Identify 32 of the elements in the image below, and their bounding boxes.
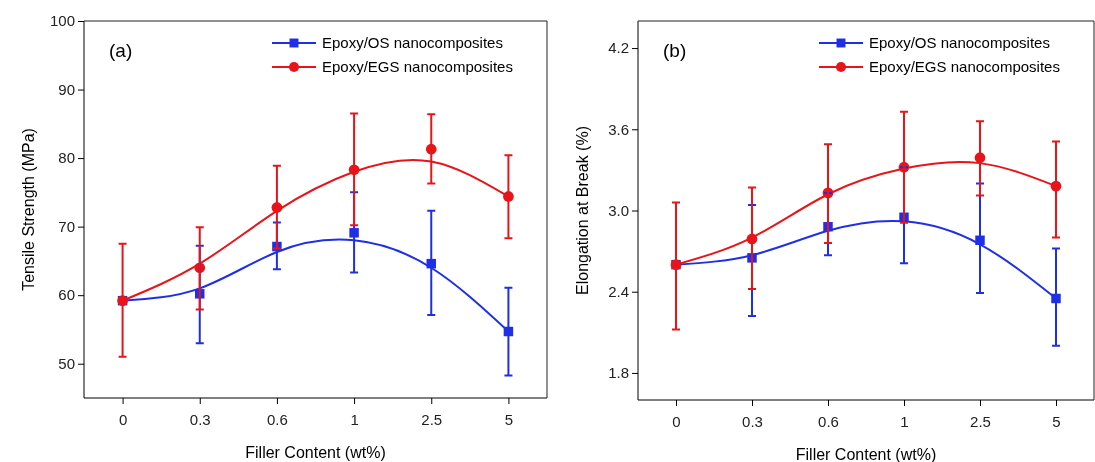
y-tick-label: 50 bbox=[58, 355, 75, 373]
y-tick-label: 70 bbox=[58, 217, 75, 235]
x-tick-label: 0 bbox=[672, 413, 681, 430]
x-tick-label: 5 bbox=[1052, 413, 1061, 430]
x-tick-label: 0.3 bbox=[189, 411, 211, 428]
annotation: (b) bbox=[663, 40, 687, 61]
legend-label: Epoxy/EGS nanocomposites bbox=[322, 58, 513, 75]
y-tick-label: 2.4 bbox=[608, 283, 629, 301]
y-tick-label: 60 bbox=[58, 286, 75, 304]
x-tick-label: 0.6 bbox=[266, 411, 288, 428]
y-tick-label: 3.0 bbox=[608, 201, 629, 219]
x-tick-label: 1 bbox=[350, 411, 359, 428]
x-tick-label: 0 bbox=[118, 411, 128, 428]
y-tick-label: 100 bbox=[49, 12, 75, 30]
x-tick-label: 0.3 bbox=[742, 413, 763, 430]
x-tick-label: 2.5 bbox=[970, 413, 991, 430]
x-tick-label: 1 bbox=[900, 413, 909, 430]
y-tick-label: 3.6 bbox=[608, 120, 629, 138]
x-tick-label: 0.6 bbox=[818, 413, 839, 430]
annotation: (a) bbox=[109, 40, 133, 61]
y-tick-label: 80 bbox=[58, 149, 75, 167]
legend-label: Epoxy/OS nanocomposites bbox=[869, 34, 1050, 51]
legend-label: Epoxy/OS nanocomposites bbox=[322, 34, 503, 51]
x-tick-label: 2.5 bbox=[421, 411, 443, 428]
y-axis-title: Tensile Strength (MPa) bbox=[20, 128, 37, 291]
y-tick-label: 1.8 bbox=[608, 364, 629, 382]
y-axis-title: Elongation at Break (%) bbox=[574, 126, 591, 295]
y-tick-label: 4.2 bbox=[608, 39, 629, 57]
legend-label: Epoxy/EGS nanocomposites bbox=[869, 58, 1060, 75]
x-axis-title: Filler Content (wt%) bbox=[245, 444, 386, 461]
x-tick-label: 5 bbox=[504, 411, 514, 428]
y-tick-label: 90 bbox=[58, 80, 75, 98]
